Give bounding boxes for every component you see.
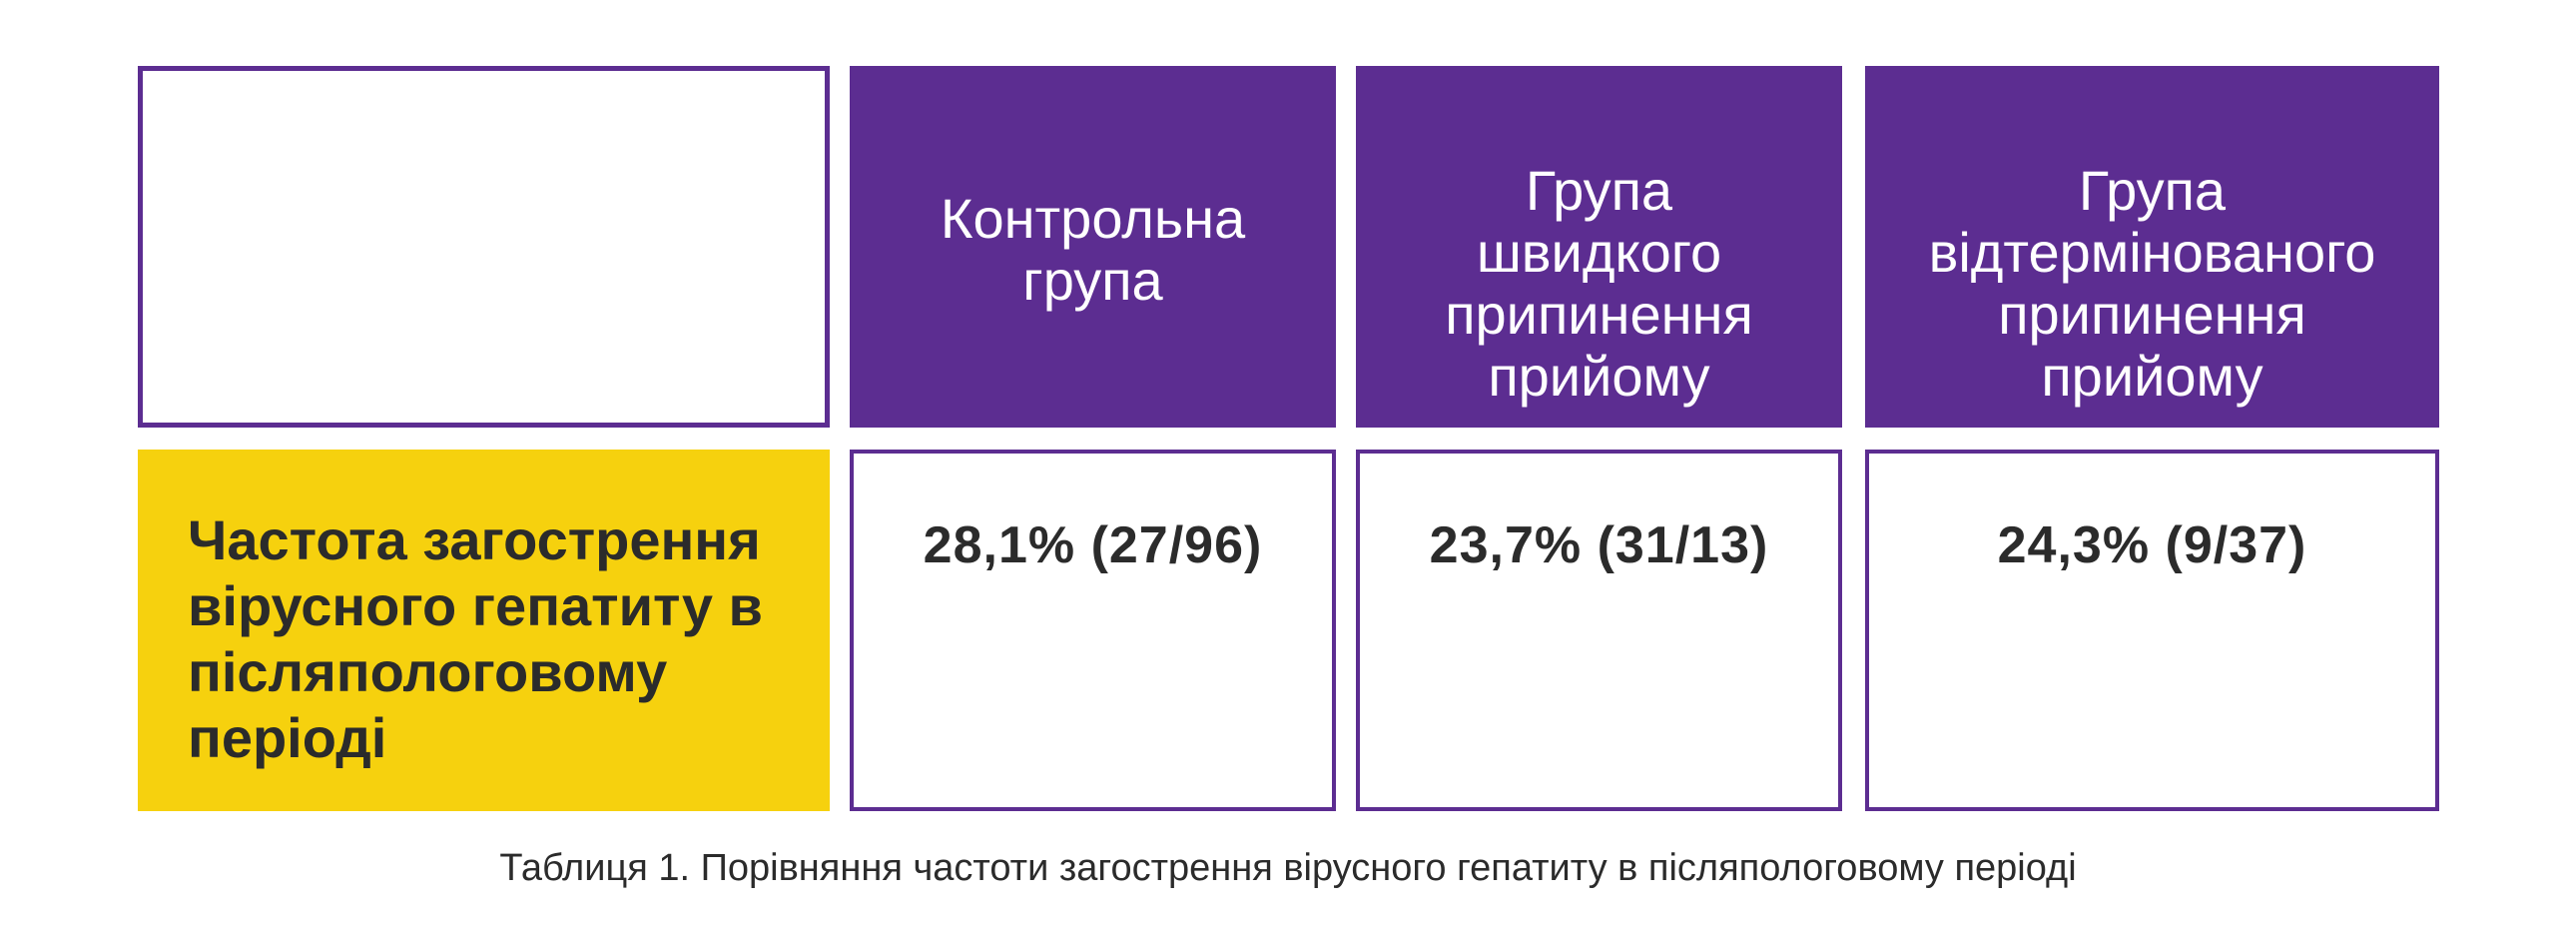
header-fast-stop-group-text: Група швидкого припинення прийому препар…: [1445, 160, 1753, 470]
header-line: Контрольна: [940, 187, 1246, 250]
header-fast-stop-group: Група швидкого припинення прийому препар…: [1356, 66, 1842, 470]
table-corner-cell: [138, 66, 830, 428]
row-label-text: Частота загострення вірусного гепатиту в…: [188, 508, 763, 769]
table-caption: Таблиця 1. Порівняння частоти загостренн…: [499, 847, 2077, 889]
value-cell-fast-stop: 23,7% (31/13): [1356, 450, 1842, 811]
row-label-cell: Частота загострення вірусного гепатиту в…: [138, 450, 830, 811]
header-line: відтермінованого: [1928, 221, 2376, 284]
value-text: 28,1% (27/96): [923, 516, 1263, 574]
header-line: швидкого: [1476, 221, 1722, 284]
header-line: припинення: [1445, 283, 1753, 346]
value-text: 23,7% (31/13): [1429, 516, 1769, 574]
header-line: припинення: [1998, 283, 2306, 346]
value-cell-control: 28,1% (27/96): [850, 450, 1336, 811]
header-line: прийому: [2041, 345, 2263, 408]
header-control-group: Контрольна група: [850, 66, 1336, 428]
header-delayed-stop-group-text: Група відтермінованого припинення прийом…: [1929, 160, 2376, 470]
header-line: прийому: [1488, 345, 1710, 408]
header-delayed-stop-group: Група відтермінованого припинення прийом…: [1865, 66, 2439, 470]
header-control-group-text: Контрольна група: [941, 188, 1245, 312]
header-line: Група: [2078, 159, 2227, 222]
header-line: Група: [1525, 159, 1673, 222]
header-line: група: [1022, 249, 1163, 312]
value-text: 24,3% (9/37): [1997, 516, 2307, 574]
value-cell-delayed-stop: 24,3% (9/37): [1865, 450, 2439, 811]
